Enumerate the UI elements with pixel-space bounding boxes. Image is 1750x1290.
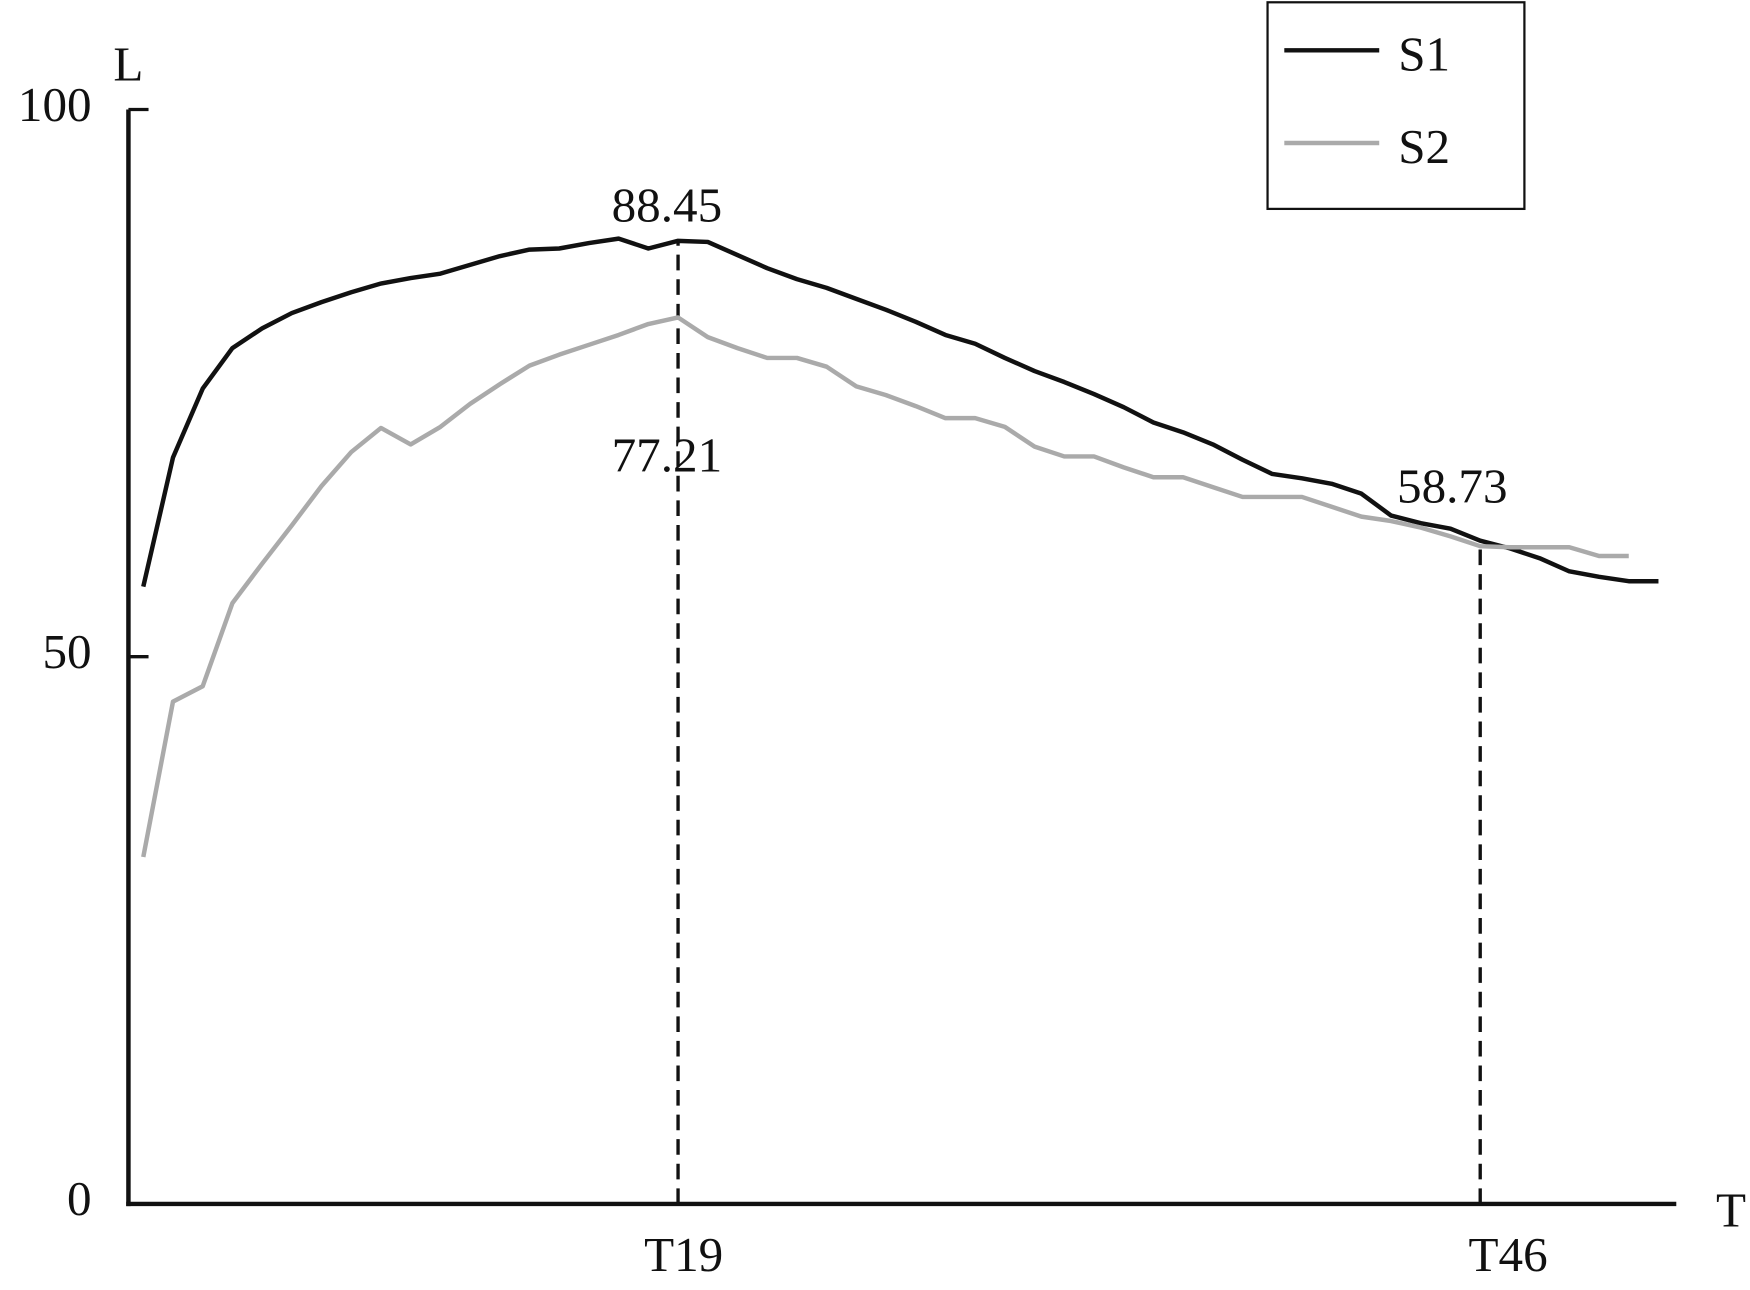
legend-label: S1 bbox=[1398, 27, 1450, 82]
annotation: 77.21 bbox=[612, 427, 723, 482]
annotation: 58.73 bbox=[1397, 459, 1508, 514]
series-line bbox=[141, 236, 1659, 588]
x-axis-label: T bbox=[1716, 1182, 1746, 1237]
x-tick-label: T19 bbox=[644, 1227, 723, 1282]
y-tick-label: 50 bbox=[42, 624, 91, 679]
y-axis-label: L bbox=[113, 37, 143, 92]
y-tick-label: 0 bbox=[67, 1171, 92, 1226]
x-tick-label: T46 bbox=[1469, 1227, 1548, 1282]
legend-box bbox=[1266, 1, 1526, 211]
annotation: 88.45 bbox=[612, 177, 723, 232]
legend-label: S2 bbox=[1398, 119, 1450, 174]
series-line bbox=[141, 315, 1629, 858]
y-tick-label: 100 bbox=[18, 77, 92, 132]
